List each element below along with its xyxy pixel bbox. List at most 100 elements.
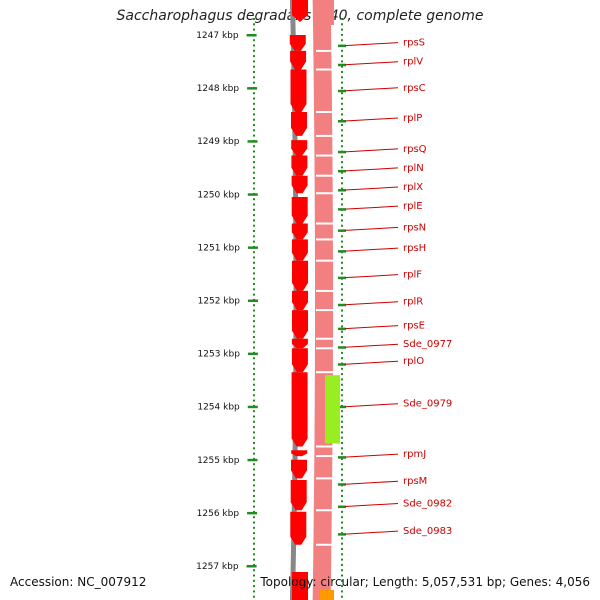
gene-arrow xyxy=(291,459,307,479)
scale-tick-label: 1248 kbp xyxy=(197,84,240,94)
scale-dot xyxy=(341,139,343,142)
gene-separator xyxy=(316,289,334,292)
scale-dot xyxy=(341,415,343,418)
scale-dot xyxy=(341,442,343,444)
gene-leader-line xyxy=(344,186,399,191)
scale-dot xyxy=(253,65,255,68)
scale-dot xyxy=(341,378,343,381)
scale-dot xyxy=(253,330,255,333)
gene-arrow xyxy=(291,223,308,240)
scale-dot xyxy=(341,595,343,598)
scale-tick-label: 1251 kbp xyxy=(198,243,241,253)
scale-dot xyxy=(253,479,255,482)
scale-dot xyxy=(253,251,255,254)
scale-dot xyxy=(341,177,343,179)
scale-dot xyxy=(341,367,343,370)
scale-dot xyxy=(253,394,255,397)
gene-separator xyxy=(316,455,334,458)
gene-label: rpsN xyxy=(403,222,426,233)
scale-dot xyxy=(253,336,255,338)
gene-labels: rpsS rplV rpsC rplP rpsQ rplN rplX rplE rpsN rpsH… xyxy=(344,38,452,537)
gene-separator xyxy=(316,347,334,350)
scale-dot xyxy=(253,426,255,429)
scale-dot xyxy=(253,39,255,42)
scale-dot xyxy=(341,76,343,79)
scale-dot xyxy=(253,155,255,158)
gene-separator xyxy=(316,509,334,512)
gene-separator xyxy=(316,174,334,177)
scale-dot xyxy=(253,182,255,185)
feature-tick xyxy=(338,120,346,123)
scale-dot xyxy=(341,272,343,275)
scale-dot xyxy=(341,134,343,137)
feature-tick xyxy=(338,276,346,280)
scale-dot xyxy=(253,495,255,497)
scale-tick-label: 1255 kbp xyxy=(197,456,240,466)
scale-dot xyxy=(341,579,343,582)
feature-tick xyxy=(338,150,346,154)
scale-tick-label: 1256 kbp xyxy=(197,509,240,519)
gene-separator xyxy=(316,134,334,137)
scale-dot xyxy=(341,198,343,201)
scale-dot xyxy=(341,298,343,301)
gene-arrow xyxy=(291,175,308,194)
feature-tick xyxy=(338,303,346,307)
feature-tick xyxy=(338,346,346,349)
scale-dot xyxy=(253,261,255,264)
scale-dot xyxy=(341,336,343,338)
gene-arrow xyxy=(292,260,308,291)
scale-dot xyxy=(341,86,343,89)
scale-dot xyxy=(341,97,343,100)
scale-dot xyxy=(341,309,343,312)
gene-arrow xyxy=(291,140,308,156)
scale-dot xyxy=(341,585,343,588)
scale-dot xyxy=(253,272,255,275)
scale-tick xyxy=(248,299,258,302)
scale-dot xyxy=(341,245,343,248)
gene-leader-line xyxy=(344,480,399,485)
scale-dot xyxy=(341,351,343,354)
gene-label: rpsQ xyxy=(403,144,427,155)
gene-arrow xyxy=(291,372,308,447)
scale-dot xyxy=(341,187,343,190)
gene-arrow xyxy=(289,35,306,51)
scale-tick xyxy=(247,405,258,409)
scale-dot xyxy=(341,166,343,169)
scale-dot xyxy=(341,548,343,550)
gene-label: rplE xyxy=(403,201,423,212)
scale-dot xyxy=(253,442,255,444)
scale-dot xyxy=(253,44,255,47)
scale-dot xyxy=(341,288,343,291)
scale-dot xyxy=(253,579,255,582)
scale-dot xyxy=(253,277,255,280)
scale-ticks: 1247 kbp 1248 kbp 1249 kbp 1250 kbp 1251 kbp… xyxy=(196,18,346,598)
gene-leader-line xyxy=(344,61,399,66)
gene-arrow xyxy=(292,0,308,22)
gene-arrow xyxy=(291,338,308,349)
gene-leader-line xyxy=(344,274,399,279)
scale-dot xyxy=(253,49,255,52)
feature-tick xyxy=(338,169,346,173)
scale-dot xyxy=(253,203,255,206)
scale-dot xyxy=(341,383,343,386)
scale-dot xyxy=(341,373,343,376)
gene-leader-line xyxy=(344,403,399,408)
scale-dot xyxy=(341,447,343,450)
scale-dot xyxy=(253,198,255,201)
scale-dot xyxy=(341,468,343,471)
scale-tick-label: 1252 kbp xyxy=(198,297,241,307)
scale-dot xyxy=(253,367,255,370)
scale-dot xyxy=(341,49,343,52)
scale-dot xyxy=(341,320,343,323)
scale-dot xyxy=(253,230,255,232)
scale-dot xyxy=(341,542,343,545)
scale-dot xyxy=(253,76,255,79)
feature-tick xyxy=(338,483,346,486)
scale-tick xyxy=(247,193,258,196)
scale-dot xyxy=(341,267,343,270)
scale-dot xyxy=(253,468,255,471)
gene-leader-line xyxy=(344,530,399,535)
scale-dot xyxy=(253,558,255,561)
scale-dot xyxy=(253,92,255,95)
scale-dot xyxy=(341,410,343,413)
